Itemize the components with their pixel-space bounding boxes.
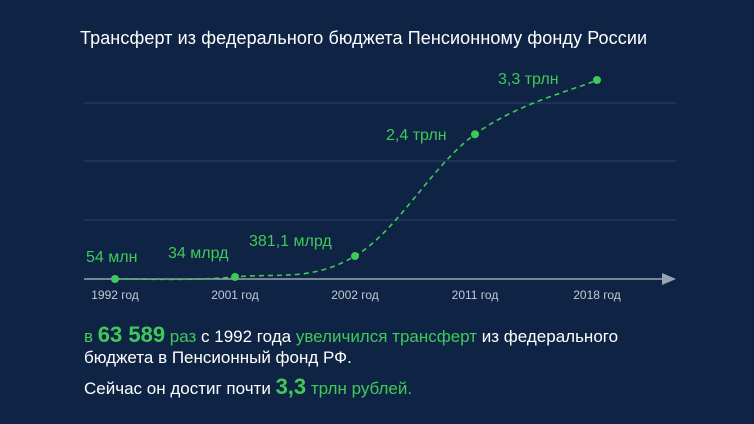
x-tick-label: 2002 год [331, 288, 379, 302]
caption-from: из федерального [477, 327, 619, 346]
caption-increase: увеличился трансферт [295, 327, 478, 346]
data-point [351, 252, 359, 261]
caption-unit: трлн рублей. [306, 379, 413, 398]
caption-amount: 3,3 [275, 374, 307, 399]
series-line [114, 79, 598, 281]
caption-now: Сейчас он достиг почти [84, 379, 276, 398]
x-tick-label: 1992 год [91, 288, 139, 302]
data-label: 381,1 млрд [249, 233, 332, 250]
data-label: 2,4 трлн [386, 127, 447, 144]
data-point [593, 76, 601, 84]
data-label: 34 млрд [168, 245, 229, 262]
x-tick-label: 2011 год [452, 288, 499, 302]
x-tick-label: 2001 год [211, 288, 259, 302]
data-points [111, 76, 601, 283]
x-axis-arrow [662, 273, 676, 285]
data-label: 3,3 трлн [498, 71, 559, 88]
caption-line-2: бюджета в Пенсионный фонд РФ. [84, 348, 352, 367]
series-path [114, 79, 598, 281]
data-point [471, 130, 479, 139]
data-point [111, 274, 119, 283]
data-labels: 54 млн 34 млрд 381,1 млрд 2,4 трлн 3,3 трлн [86, 71, 559, 266]
x-tick-labels: 1992 год 2001 год 2002 год 2011 год 2018 год [91, 288, 621, 302]
x-tick-label: 2018 год [573, 288, 621, 302]
caption-line-3: Сейчас он достиг почти 3,3 трлн рублей. [84, 376, 412, 400]
chart-title: Трансферт из федерального бюджета Пенсио… [80, 28, 648, 48]
caption-multiplier: 63 589 [97, 322, 166, 347]
gridlines [84, 102, 676, 221]
caption-times: раз [165, 327, 197, 346]
data-label: 54 млн [86, 249, 137, 266]
caption-since: с 1992 года [196, 327, 296, 346]
data-point [231, 272, 239, 281]
caption-prefix: в [84, 327, 98, 346]
caption-line-1: в 63 589 раз с 1992 года увеличился тран… [84, 324, 618, 348]
